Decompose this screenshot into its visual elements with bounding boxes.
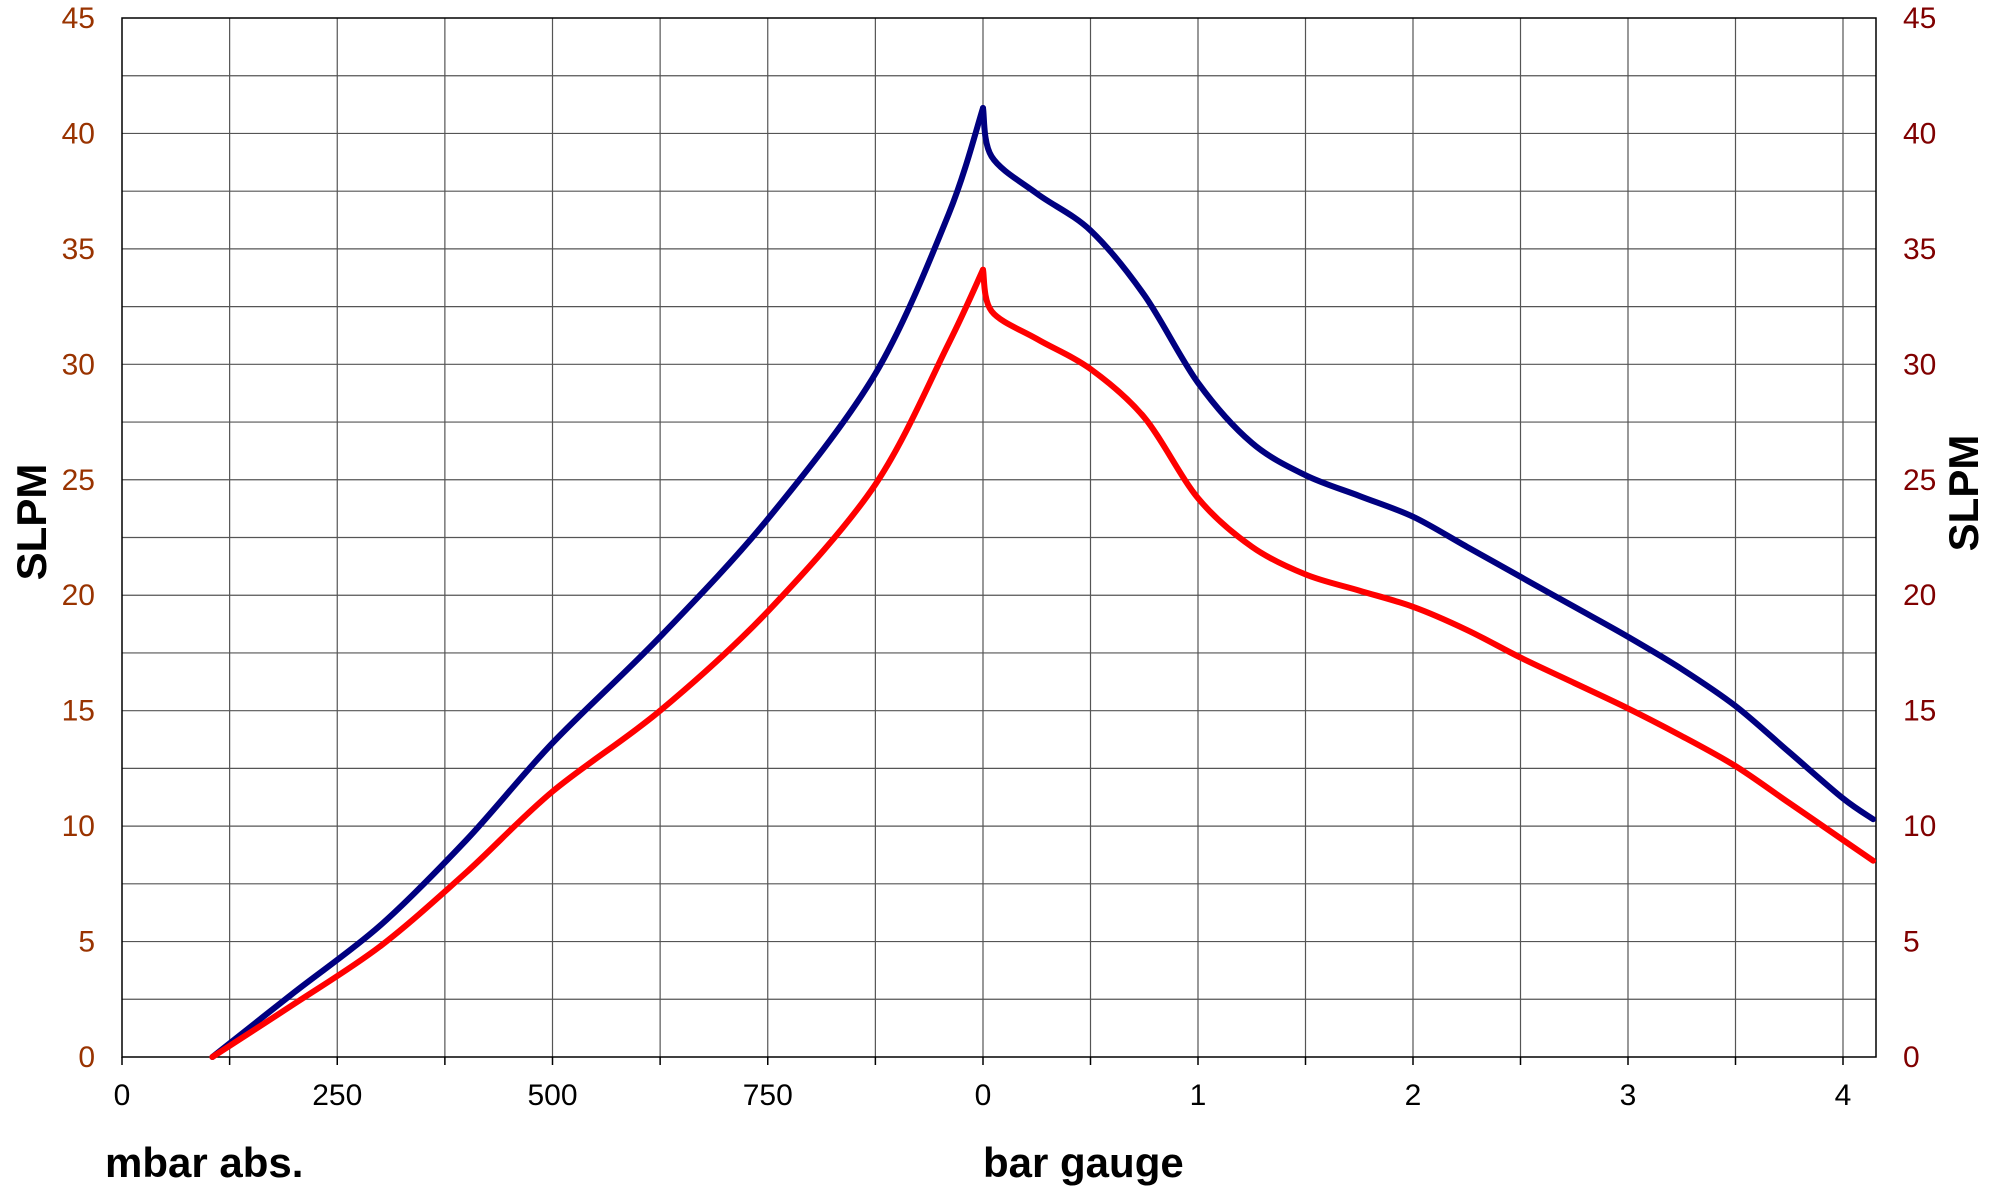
series-1-vacuum-line: [209, 105, 986, 1060]
y-tick-label-left: 10: [62, 810, 95, 843]
y-tick-label-right: 5: [1903, 926, 1920, 959]
y-tick-label-left: 15: [62, 695, 95, 728]
y-tick-label-left: 40: [62, 117, 95, 150]
y-tick-label-left: 5: [78, 926, 95, 959]
x-tick-label-vacuum: 0: [114, 1079, 131, 1112]
x-tick-label-pressure: 3: [1620, 1079, 1637, 1112]
y-tick-label-left: 0: [78, 1041, 95, 1074]
x-axis-title-pressure: bar gauge: [983, 1139, 1184, 1186]
y-tick-label-right: 15: [1903, 695, 1936, 728]
y-tick-label-right: 10: [1903, 810, 1936, 843]
y-tick-label-left: 20: [62, 579, 95, 612]
y-axis-title-left: SLPM: [8, 464, 55, 581]
x-axis-title-vacuum: mbar abs.: [105, 1139, 303, 1186]
x-tick-label-pressure: 0: [975, 1079, 992, 1112]
grid-layer: [121, 17, 1877, 1065]
y-tick-label-left: 35: [62, 233, 95, 266]
series-2-vacuum-line: [209, 266, 986, 1060]
y-tick-label-right: 40: [1903, 117, 1936, 150]
plot-frame: [121, 17, 1877, 1058]
y-tick-label-right: 45: [1903, 2, 1936, 35]
y-tick-label-left: 25: [62, 464, 95, 497]
y-tick-label-left: 45: [62, 2, 95, 35]
series-layer: [209, 105, 1877, 1060]
x-tick-label-pressure: 2: [1405, 1079, 1422, 1112]
x-tick-label-pressure: 4: [1835, 1079, 1852, 1112]
y-tick-label-right: 25: [1903, 464, 1936, 497]
y-axis-title-right: SLPM: [1940, 435, 1987, 552]
series-1-pressure-line: [980, 105, 1877, 823]
y-tick-label-right: 30: [1903, 348, 1936, 381]
x-tick-label-vacuum: 250: [312, 1079, 362, 1112]
y-tick-label-right: 35: [1903, 233, 1936, 266]
x-tick-label-pressure: 1: [1190, 1079, 1207, 1112]
y-tick-label-right: 0: [1903, 1041, 1920, 1074]
x-tick-label-vacuum: 500: [527, 1079, 577, 1112]
x-tick-label-vacuum: 750: [743, 1079, 793, 1112]
y-tick-label-left: 30: [62, 348, 95, 381]
y-tick-label-right: 20: [1903, 579, 1936, 612]
series-2-pressure-line: [980, 266, 1877, 864]
